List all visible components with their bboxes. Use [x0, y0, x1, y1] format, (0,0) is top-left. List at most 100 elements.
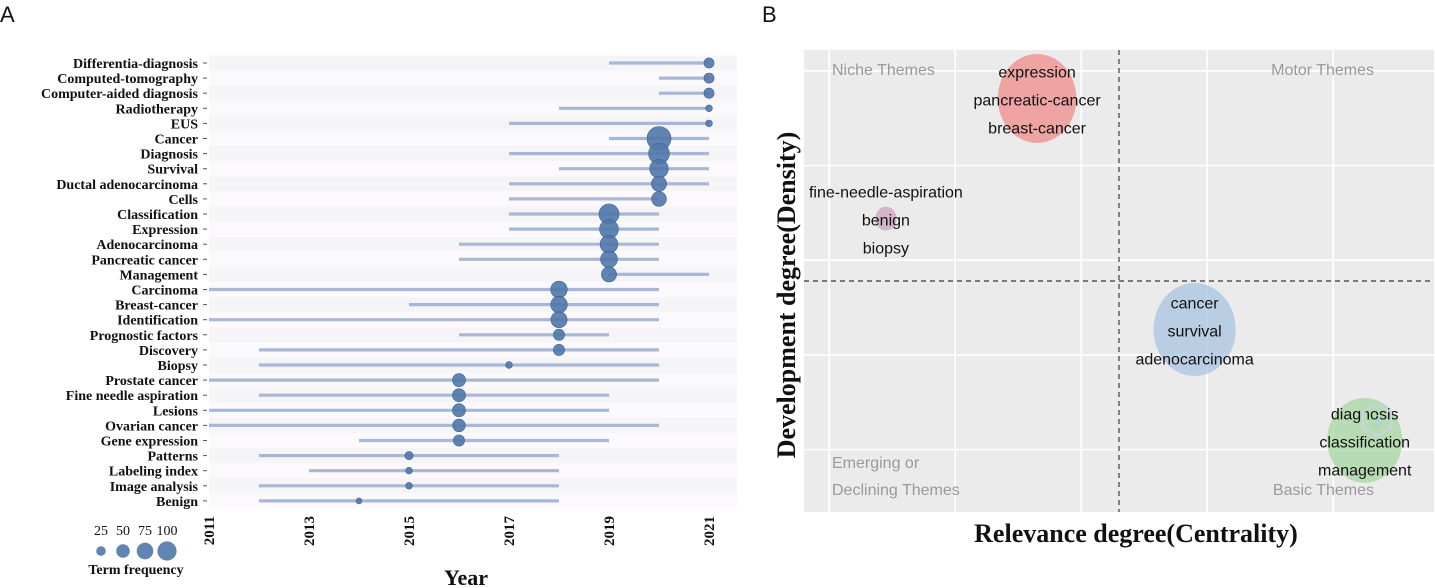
term-bubble — [553, 343, 565, 356]
size-legend-label: 50 — [116, 524, 130, 539]
size-legend-bubble — [136, 542, 154, 560]
quadrant-label-emerging-line1: Emerging or — [832, 455, 920, 472]
row-band — [209, 176, 737, 192]
cluster-keyword: pancreatic-cancer — [974, 93, 1102, 110]
term-bubble — [600, 250, 618, 269]
term-label: Prostate cancer — [105, 374, 198, 389]
term-label: Breast-cancer — [115, 299, 198, 314]
term-label: Radiotherapy — [116, 102, 198, 117]
size-legend-label: 100 — [157, 524, 178, 539]
row-band — [209, 161, 737, 177]
cluster-bubble — [1153, 283, 1236, 376]
x-axis-title: Year — [444, 565, 488, 588]
term-bubble — [550, 311, 568, 329]
term-label: EUS — [171, 117, 198, 132]
panel-a-label: A — [0, 2, 15, 27]
hexagon-icon — [1362, 402, 1392, 438]
term-label: Survival — [147, 163, 198, 178]
cluster-keyword: cancer — [1171, 296, 1220, 313]
cluster-keyword: management — [1318, 462, 1412, 479]
theme-clusters: expression pancreatic-cancer breast-cancer… — [809, 54, 1412, 483]
term-bubble — [703, 72, 715, 84]
cluster-bubble — [875, 206, 897, 231]
term-label: Classification — [117, 208, 198, 223]
x-tick-label: 2015 — [402, 516, 418, 546]
term-label: Gene expression — [101, 435, 199, 450]
size-legend-bubble — [116, 544, 130, 558]
term-bubble — [553, 328, 565, 341]
term-bubble — [651, 175, 667, 192]
x-tick-label: 2017 — [502, 516, 518, 547]
quadrant-label-emerging-line2: Declining Themes — [832, 482, 960, 499]
term-peak-bubbles — [355, 57, 715, 505]
term-label: Carcinoma — [131, 284, 198, 299]
term-label: Management — [119, 268, 198, 283]
term-label: Fine needle aspiration — [66, 389, 198, 404]
term-bubble — [405, 467, 413, 475]
cluster-keyword: expression — [998, 65, 1075, 82]
term-bubble — [452, 388, 466, 403]
row-band — [209, 70, 737, 86]
term-label: Biopsy — [158, 359, 198, 374]
x-tick-label: 2013 — [302, 516, 318, 546]
x-tick-label: 2021 — [702, 516, 718, 546]
y-axis-title-b: Development degree(Density) — [772, 132, 801, 459]
term-bubble — [705, 119, 713, 128]
term-label: Lesions — [153, 404, 199, 419]
term-bubble — [550, 280, 568, 299]
x-tick-labels: 2011 2013 2015 2017 2019 2021 — [202, 516, 718, 547]
size-legend-title: Term frequency — [88, 563, 183, 578]
cluster-keyword: fine-needle-aspiration — [809, 185, 963, 202]
grid-lines — [804, 50, 1434, 512]
cluster-bubble — [997, 54, 1077, 144]
term-bubble — [599, 235, 619, 254]
term-bubble — [550, 295, 568, 314]
size-legend-label: 25 — [94, 524, 108, 539]
term-label: Computed-tomography — [57, 72, 198, 87]
row-band — [209, 115, 737, 131]
panel-b-label: B — [762, 2, 777, 27]
term-bubble — [703, 87, 715, 99]
x-tick-label: 2011 — [202, 516, 218, 545]
size-legend: Term frequency 25 50 75 100 — [88, 524, 183, 578]
term-label: Adenocarcinoma — [96, 238, 198, 253]
term-duration-bars — [209, 61, 709, 503]
term-label: Discovery — [139, 344, 198, 359]
cluster-keyword: survival — [1167, 324, 1221, 341]
quadrant-dividers — [804, 50, 1434, 512]
term-bubble — [452, 418, 466, 433]
term-bubble — [649, 159, 669, 179]
watermark-glyph: 3 — [1373, 413, 1382, 430]
panel-a: A Differentia-diagnosisComputed-tomograp… — [0, 2, 737, 588]
cluster-keyword: adenocarcinoma — [1135, 352, 1253, 369]
quadrant-label-niche: Niche Themes — [832, 62, 935, 79]
panel-b: B Niche Themes Motor Themes Emerging or … — [762, 2, 1434, 548]
cluster-bubble — [1327, 397, 1403, 483]
term-label: Cells — [168, 193, 198, 208]
quadrant-labels: Niche Themes Motor Themes Emerging or De… — [832, 62, 1374, 499]
quadrant-label-motor: Motor Themes — [1271, 62, 1374, 79]
term-label: Labeling index — [109, 465, 198, 480]
row-band — [209, 85, 737, 101]
term-bubble — [505, 361, 513, 369]
term-label: Computer-aided diagnosis — [41, 87, 199, 102]
x-axis-title-b: Relevance degree(Centrality) — [974, 519, 1298, 548]
term-bubble — [355, 497, 363, 505]
term-bubble — [453, 434, 465, 447]
cluster-keyword: benign — [862, 213, 910, 230]
term-label: Patterns — [147, 450, 198, 465]
term-bubble — [452, 403, 466, 418]
quadrant-label-basic: Basic Themes — [1273, 482, 1374, 499]
term-bubble — [703, 57, 715, 69]
size-legend-bubble — [157, 541, 177, 561]
row-band — [209, 100, 737, 116]
cluster-keyword: biopsy — [863, 241, 909, 258]
term-bubble — [452, 373, 466, 387]
term-labels: Differentia-diagnosisComputed-tomography… — [41, 57, 207, 510]
cluster-keyword: breast-cancer — [988, 121, 1086, 138]
term-label: Differentia-diagnosis — [73, 57, 199, 72]
term-label: Cancer — [154, 133, 198, 148]
watermark-hexagon-icon: 3 — [1362, 402, 1392, 438]
term-label: Pancreatic cancer — [91, 253, 198, 268]
